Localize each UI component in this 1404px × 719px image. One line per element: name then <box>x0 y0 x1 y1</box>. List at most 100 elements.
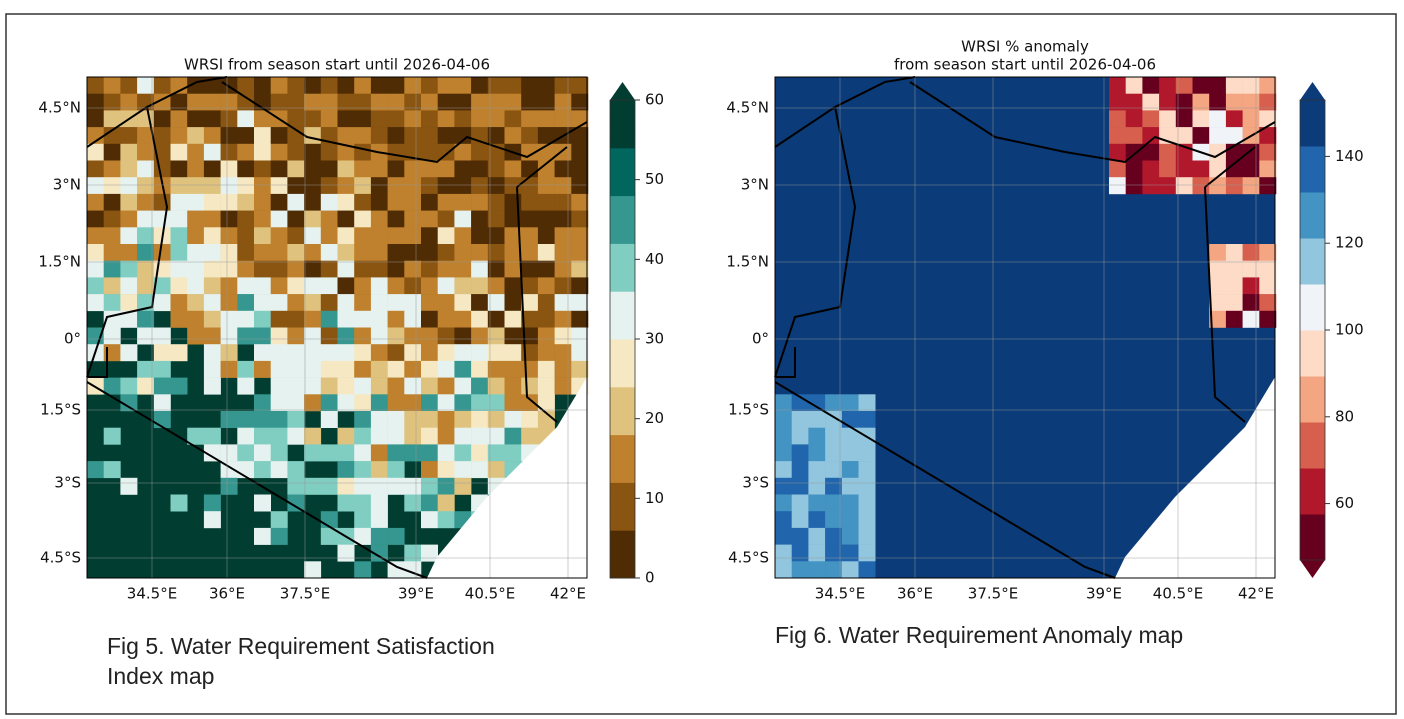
map-cell <box>571 360 589 378</box>
map-cell <box>1109 110 1126 128</box>
map-cell <box>1242 93 1260 111</box>
map-cell <box>437 394 455 412</box>
map-cell <box>471 260 489 278</box>
map-cell <box>203 77 221 94</box>
map-cell <box>103 110 121 128</box>
map-cell <box>1259 143 1277 161</box>
map-cell <box>354 327 372 345</box>
map-cell <box>270 327 288 345</box>
map-cell <box>487 160 505 178</box>
map-cell <box>153 110 171 128</box>
map-cell <box>237 160 255 178</box>
map-cell <box>137 277 155 295</box>
map-cell <box>153 244 171 261</box>
map-cell <box>791 561 809 579</box>
map-cell <box>304 193 322 211</box>
map-cell <box>1242 143 1260 161</box>
map-cell <box>1259 177 1277 195</box>
colorbar-band <box>610 506 635 519</box>
map-cell <box>203 360 221 378</box>
map-cell <box>354 394 372 412</box>
map-cell <box>437 93 455 111</box>
map-cell <box>421 227 438 245</box>
map-cell <box>254 394 271 412</box>
colorbar-band <box>1300 330 1325 342</box>
colorbar-band <box>1300 295 1325 308</box>
colorbar-band <box>610 566 635 579</box>
map-cell <box>237 193 255 211</box>
map-cell <box>1209 310 1227 328</box>
map-cell <box>841 444 859 462</box>
map-cell <box>421 477 438 495</box>
map-cell <box>421 360 438 378</box>
colorbar-band <box>1300 341 1325 354</box>
colorbar-band <box>610 434 635 448</box>
map-cell <box>1242 160 1260 178</box>
lat-label: 4.5°S <box>728 549 769 567</box>
map-cell <box>203 277 221 295</box>
map-cell <box>337 327 355 345</box>
map-cell <box>571 93 589 111</box>
map-cell <box>320 110 338 128</box>
map-cell <box>404 310 422 328</box>
map-cell <box>437 77 455 94</box>
map-cell <box>103 177 121 195</box>
map-cell <box>1109 77 1126 94</box>
map-cell <box>404 477 422 495</box>
map-cell <box>287 77 305 94</box>
map-cell <box>504 244 522 261</box>
map-cell <box>337 193 355 211</box>
map-cell <box>320 477 338 495</box>
map-cell <box>187 127 205 145</box>
map-cell <box>1225 244 1243 261</box>
map-cell <box>170 160 188 178</box>
colorbar-band <box>1300 203 1325 216</box>
map-cell <box>537 93 555 111</box>
map-cell <box>153 277 171 295</box>
map-cell <box>537 127 555 145</box>
map-cell <box>220 210 238 228</box>
map-cell <box>1242 310 1260 328</box>
map-cell <box>404 93 422 111</box>
map-cell <box>304 327 322 345</box>
map-cell <box>571 210 589 228</box>
map-cell <box>337 210 355 228</box>
map-cell <box>1242 177 1260 195</box>
map-cell <box>387 477 405 495</box>
map-cell <box>237 411 255 428</box>
map-cell <box>337 310 355 328</box>
map-cell <box>775 444 792 462</box>
map-cell <box>471 93 489 111</box>
map-cell <box>571 227 589 245</box>
map-cell <box>87 260 104 278</box>
lat-label: 3°S <box>54 474 81 492</box>
map-cell <box>187 93 205 111</box>
map-cell <box>120 277 138 295</box>
map-cell <box>87 461 104 479</box>
map-cell <box>354 377 372 395</box>
map-cell <box>841 561 859 579</box>
lat-label: 1.5°S <box>728 401 769 419</box>
map-cell <box>320 310 338 328</box>
map-cell <box>153 294 171 312</box>
map-cell <box>320 360 338 378</box>
map-cell <box>421 511 438 529</box>
map-cell <box>120 294 138 312</box>
map-cell <box>454 411 472 428</box>
map-cell <box>537 327 555 345</box>
map-cell <box>521 177 539 195</box>
map-cell <box>220 444 238 462</box>
map-cell <box>808 444 826 462</box>
map-cell <box>337 277 355 295</box>
map-cell <box>421 177 438 195</box>
map-cell <box>370 544 388 562</box>
map-cell <box>421 427 438 445</box>
lon-label: 37.5°E <box>280 585 330 603</box>
map-cell <box>471 327 489 345</box>
map-cell <box>203 110 221 128</box>
map-cell <box>858 477 876 495</box>
map-cell <box>137 377 155 395</box>
colorbar-band <box>1300 226 1325 239</box>
map-cell <box>775 494 792 512</box>
map-cell <box>270 160 288 178</box>
